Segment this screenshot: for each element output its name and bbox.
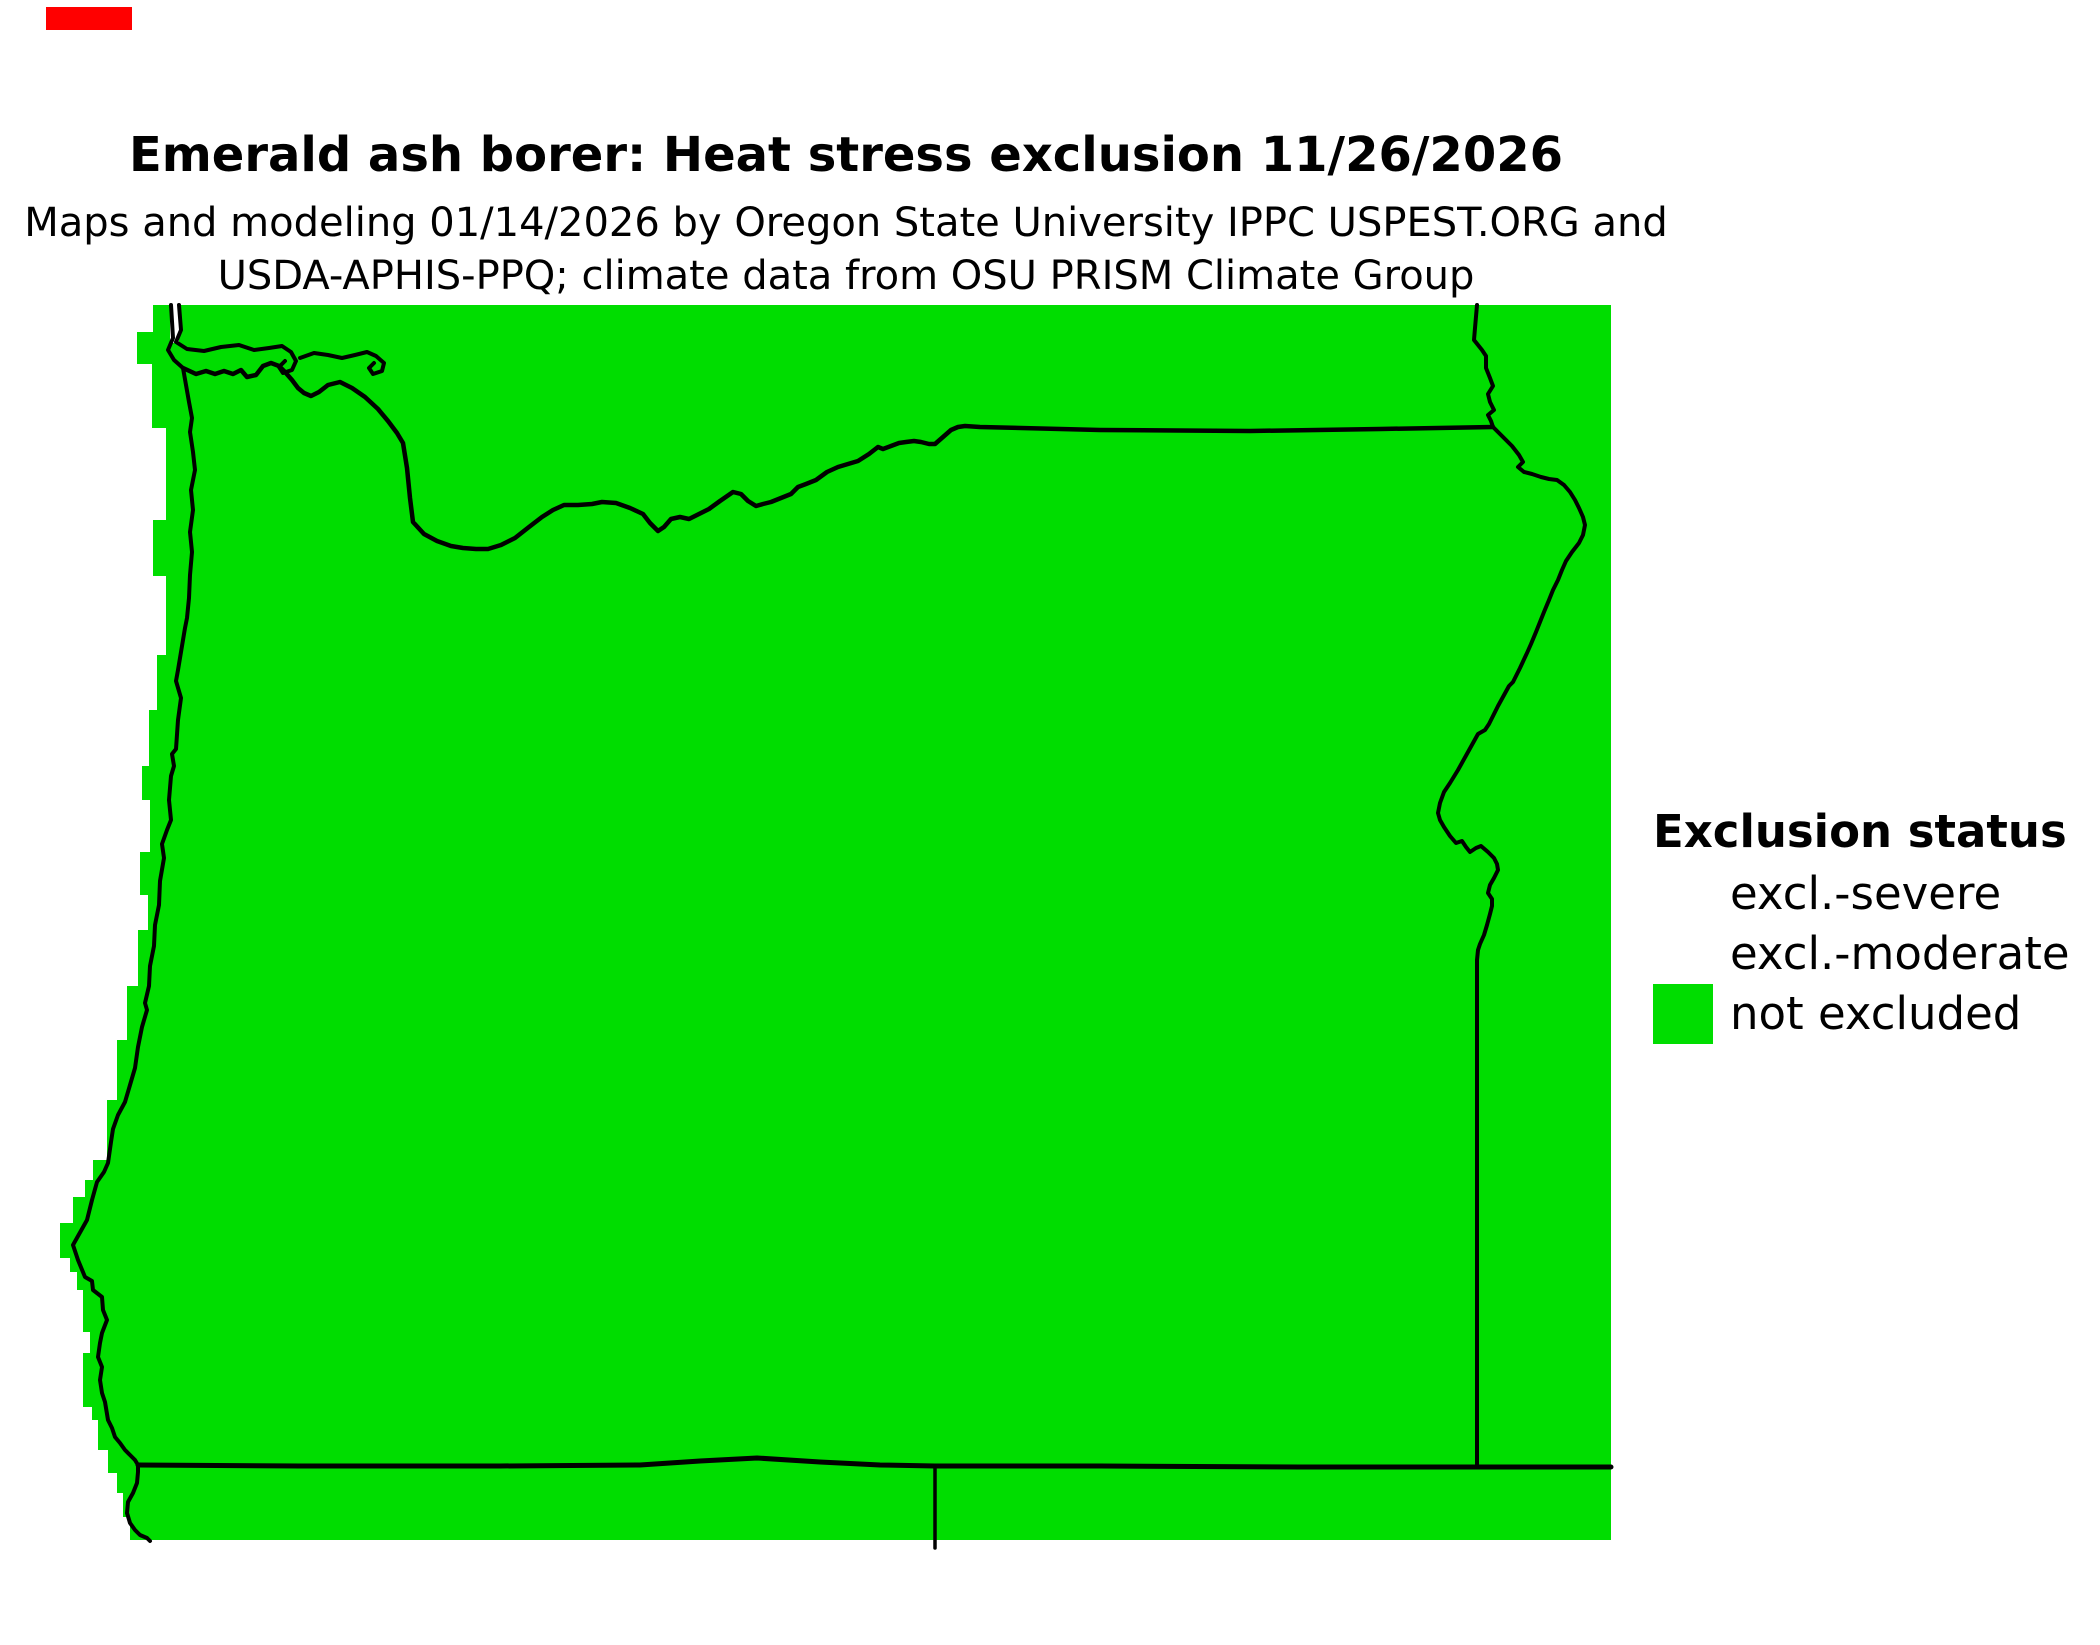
columbia-estuary-channels xyxy=(174,303,386,376)
washington-idaho-border xyxy=(1472,303,1496,429)
oregon-california-nevada-border xyxy=(135,1455,1614,1470)
legend-swatch-not-excluded xyxy=(1653,984,1713,1044)
legend-item-severe: excl.-severe xyxy=(1653,864,2100,924)
map-subtitle-line1: Maps and modeling 01/14/2026 by Oregon S… xyxy=(24,200,1668,246)
legend-swatch-moderate xyxy=(1653,924,1713,984)
legend-item-not-excluded: not excluded xyxy=(1653,984,2100,1044)
not-excluded-region-fill xyxy=(60,305,1611,1540)
oregon-idaho-border xyxy=(1436,425,1587,1469)
legend-label-moderate: excl.-moderate xyxy=(1730,927,2070,980)
coastline-border xyxy=(71,303,197,1543)
map-subtitle-line2: USDA-APHIS-PPQ; climate data from OSU PR… xyxy=(217,253,1475,299)
legend-label-severe: excl.-severe xyxy=(1730,867,2002,920)
corner-red-mark xyxy=(46,7,132,30)
columbia-river-mouth xyxy=(170,303,179,343)
legend-label-not-excluded: not excluded xyxy=(1730,987,2022,1040)
legend-title: Exclusion status xyxy=(1653,805,2067,858)
legend-swatch-severe xyxy=(1653,864,1713,924)
oregon-washington-border xyxy=(180,360,1496,552)
legend: Exclusion status excl.-severe excl.-mode… xyxy=(1653,806,2100,1044)
map-title: Emerald ash borer: Heat stress exclusion… xyxy=(128,127,1564,183)
legend-item-moderate: excl.-moderate xyxy=(1653,924,2100,984)
